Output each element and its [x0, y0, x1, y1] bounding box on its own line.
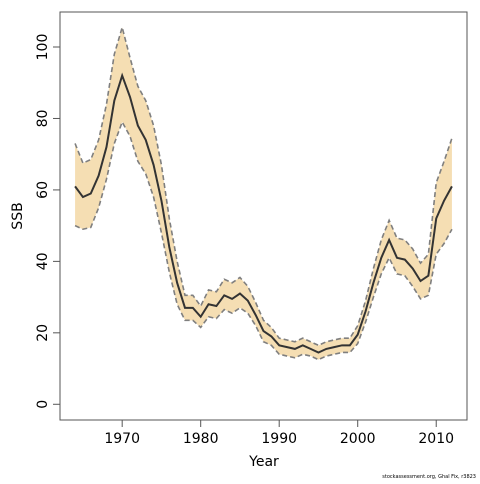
confidence-band [75, 27, 452, 360]
x-tick-label: 1990 [261, 431, 297, 447]
x-tick-label: 2010 [418, 431, 454, 447]
lower-bound [74, 120, 453, 361]
y-tick-label: 100 [35, 34, 51, 61]
y-tick-label: 40 [35, 252, 51, 270]
upper-bound [74, 24, 453, 347]
y-tick-label: 60 [35, 181, 51, 199]
footnote: stockassessment.org, Ghal Fix, r3823 [382, 474, 476, 480]
x-tick-label: 1970 [104, 431, 140, 447]
plot-frame [59, 11, 468, 421]
y-tick-label: 20 [35, 324, 51, 342]
y-axis-title: SSB [10, 202, 26, 229]
x-tick-label: 1980 [183, 431, 219, 447]
estimate-line [74, 72, 453, 354]
y-tick-label: 0 [35, 400, 51, 409]
x-axis-title: Year [248, 454, 279, 470]
x-tick-label: 2000 [340, 431, 376, 447]
y-tick-label: 80 [35, 110, 51, 128]
